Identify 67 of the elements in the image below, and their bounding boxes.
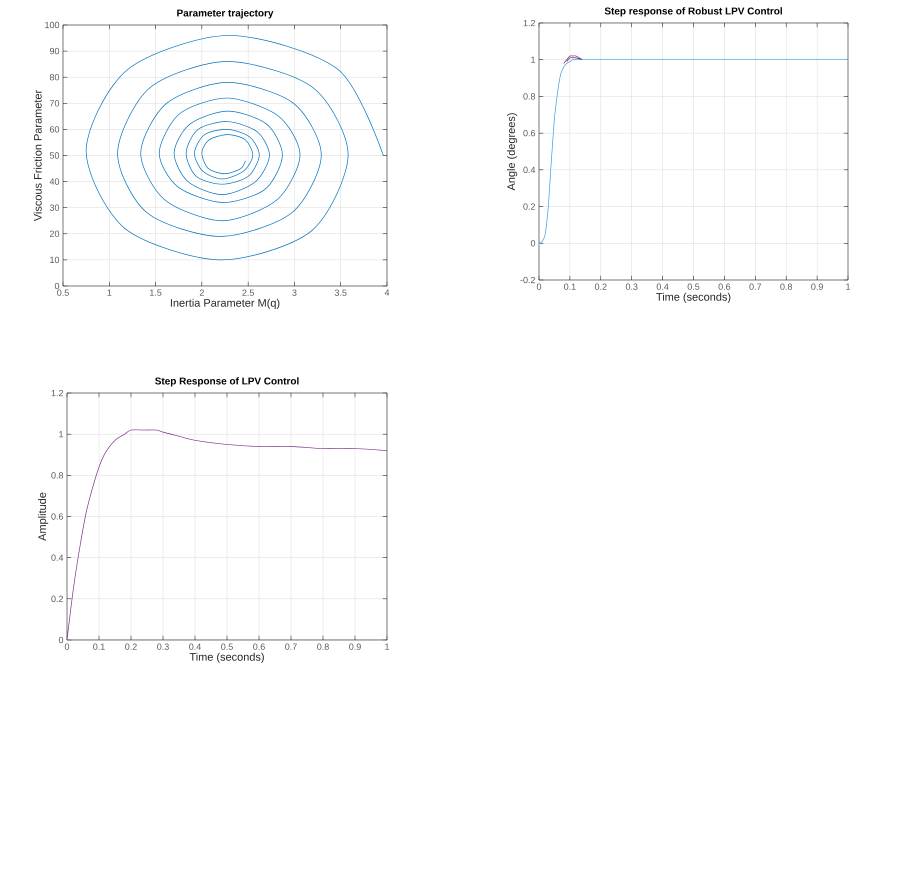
y-tick-label: 1.2 [524, 20, 536, 26]
y-tick-label: 10 [50, 256, 60, 264]
x-tick-label: 0.3 [626, 284, 638, 290]
y-tick-label: 0.8 [523, 93, 536, 100]
y-tick-label: 80 [50, 74, 60, 80]
x-tick-label: 0.9 [811, 284, 823, 290]
line-series [86, 35, 384, 260]
y-tick-label: 0.6 [523, 130, 536, 136]
line-series [539, 59, 848, 244]
y-tick-label: 0 [530, 240, 536, 246]
y-tick-label: -0.2 [520, 276, 536, 284]
y-tick-label: 0.6 [51, 513, 64, 520]
chart-title: Step response of Robust LPV Control [604, 7, 782, 16]
y-tick-label: 60 [50, 126, 60, 133]
y-axis-title: Viscous Friction Parameter [34, 90, 42, 222]
x-tick-label: 0.6 [253, 644, 265, 650]
x-axis-title: Time (seconds) [190, 652, 264, 663]
y-tick-label: 100 [45, 22, 60, 28]
x-tick-label: 0.2 [594, 284, 607, 290]
x-tick-label: 0.4 [189, 644, 201, 650]
x-axis-title: Time (seconds) [656, 292, 730, 303]
x-tick-label: 0.4 [656, 284, 669, 290]
chart-title: Step Response of LPV Control [155, 377, 299, 386]
x-axis-title: Inertia Parameter M(q) [170, 298, 280, 309]
x-tick-label: 2 [200, 290, 204, 296]
y-tick-label: 0.4 [523, 166, 536, 174]
x-tick-label: 0.8 [780, 284, 792, 290]
x-tick-label: 0 [64, 644, 70, 650]
y-tick-label: 0.4 [51, 554, 64, 561]
x-tick-label: 4 [384, 290, 390, 296]
y-tick-label: 1 [531, 56, 536, 63]
x-tick-label: 0.1 [93, 644, 105, 650]
x-tick-label: 1 [107, 290, 112, 296]
x-tick-label: 0.5 [57, 290, 69, 296]
x-tick-label: 1 [846, 284, 850, 290]
x-tick-label: 0.7 [749, 284, 762, 290]
x-tick-label: 0 [536, 284, 542, 290]
x-tick-label: 3 [292, 290, 297, 296]
x-tick-label: 3.5 [334, 290, 347, 296]
x-tick-label: 0.1 [564, 284, 576, 290]
y-tick-label: 1 [59, 431, 64, 438]
x-tick-label: 0.5 [221, 644, 233, 650]
line-series [67, 429, 388, 640]
y-axis-title: Amplitude [38, 492, 48, 541]
x-tick-label: 1.5 [150, 290, 162, 296]
y-tick-label: 90 [50, 48, 60, 54]
x-tick-label: 0.7 [285, 644, 297, 650]
y-axis-title: Angle (degrees) [506, 113, 518, 190]
x-tick-label: 0.3 [157, 644, 169, 650]
x-tick-label: 0.6 [718, 284, 730, 290]
y-tick-label: 30 [50, 204, 60, 211]
y-tick-label: 0.2 [523, 203, 536, 210]
y-tick-label: 0 [58, 636, 64, 644]
chart-title: Parameter trajectory [177, 9, 274, 18]
y-tick-label: 20 [50, 230, 60, 237]
x-tick-label: 0.9 [349, 644, 361, 650]
y-tick-label: 0.2 [51, 596, 64, 602]
y-tick-label: 0.8 [51, 472, 64, 479]
x-tick-label: 0.2 [125, 644, 137, 650]
y-tick-label: 40 [50, 178, 60, 185]
y-tick-label: 1.2 [52, 390, 64, 396]
x-tick-label: 0.8 [317, 644, 329, 650]
y-tick-label: 70 [50, 100, 60, 106]
y-tick-label: 50 [50, 152, 60, 159]
x-tick-label: 2.5 [242, 290, 254, 296]
x-tick-label: 1 [385, 644, 390, 650]
x-tick-label: 0.5 [688, 284, 700, 290]
